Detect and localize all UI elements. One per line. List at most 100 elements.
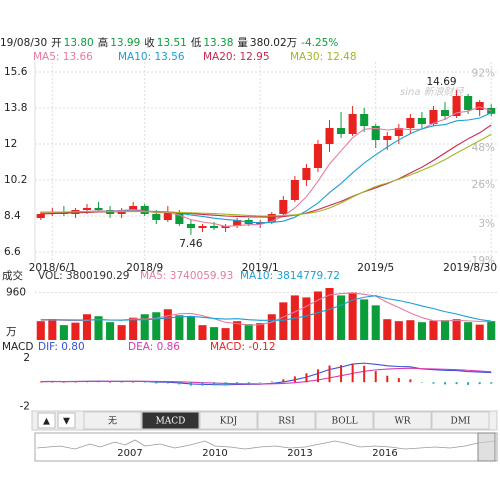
bar <box>117 325 126 340</box>
bar <box>429 320 438 340</box>
bar <box>106 322 115 340</box>
candle-body <box>129 206 138 210</box>
watermark: sina 新浪财经 <box>400 86 465 98</box>
bar <box>305 373 308 383</box>
bar <box>152 312 161 340</box>
arrow-icon[interactable]: ▼ <box>63 417 70 427</box>
candle-body <box>233 220 242 226</box>
bar <box>224 382 227 386</box>
legend-entry: DIF: 0.80 <box>38 341 85 353</box>
bar <box>85 381 88 383</box>
candle-body <box>82 208 92 210</box>
panel-title: MACD <box>2 341 33 353</box>
candle-body <box>429 110 438 124</box>
bar <box>36 321 45 340</box>
tab[interactable] <box>257 411 316 430</box>
navigator-year: 2013 <box>287 448 312 459</box>
arrow-button[interactable] <box>57 412 76 429</box>
quote-label: 高 <box>98 36 109 49</box>
y-tick-label: 2 <box>23 352 30 364</box>
x-tick-label: 2019/5 <box>357 262 394 274</box>
bar <box>452 319 461 340</box>
bar <box>444 382 447 385</box>
bar <box>59 325 68 340</box>
tab-label[interactable]: KDJ <box>220 417 238 427</box>
bar <box>374 371 377 383</box>
candle-body <box>394 128 403 136</box>
quote-value: 13.38 <box>203 37 233 49</box>
y-unit: 万 <box>6 326 17 338</box>
bar <box>129 317 138 340</box>
candle-body <box>186 224 195 228</box>
candle-body <box>209 226 219 228</box>
candle-body <box>337 128 346 134</box>
navigator-handle[interactable] <box>477 432 496 462</box>
bar <box>97 381 100 383</box>
tab-label[interactable]: DMI <box>451 417 471 427</box>
tab[interactable] <box>83 411 142 430</box>
bar <box>213 382 216 386</box>
bar <box>490 382 493 384</box>
tab-label[interactable]: WR <box>394 417 410 427</box>
candle-body <box>175 212 184 224</box>
bar <box>256 323 265 340</box>
arrow-icon[interactable]: ▲ <box>43 417 50 427</box>
candle-body <box>221 226 230 228</box>
low-annotation: 7.46 <box>179 238 203 250</box>
bar <box>455 382 458 385</box>
bar <box>221 328 230 340</box>
arrow-button[interactable] <box>37 412 56 429</box>
bar <box>82 314 92 340</box>
tab-label[interactable]: RSI <box>278 417 295 427</box>
tab[interactable] <box>373 411 432 430</box>
quote-label: 低 <box>191 36 202 49</box>
candle-body <box>36 214 45 218</box>
y-tick-label: 960 <box>6 286 26 298</box>
quote-label: 开 <box>51 37 62 49</box>
candle-body <box>487 108 496 114</box>
tab-label[interactable]: 无 <box>108 416 117 427</box>
bar <box>325 287 334 340</box>
tab[interactable] <box>431 411 490 430</box>
quote-header: 19/08/30 开 13.80 高 13.99 收 13.51 低 13.38 量 380.02万… <box>0 36 338 49</box>
panel-title: 成交 <box>2 269 23 282</box>
bar <box>198 325 207 340</box>
candle-body <box>152 214 161 220</box>
bar <box>420 382 423 383</box>
tab-label[interactable]: BOLL <box>331 417 357 427</box>
tab[interactable] <box>315 411 374 430</box>
tab[interactable] <box>141 411 200 430</box>
bar <box>383 319 392 340</box>
candle-body <box>383 136 392 140</box>
bar <box>282 379 285 383</box>
bar <box>394 321 403 340</box>
bar <box>209 327 219 340</box>
quote-date: 19/08/30 <box>0 37 47 49</box>
navigator-year: 2010 <box>202 448 227 459</box>
candle-body <box>140 206 149 214</box>
y-tick-label: -2 <box>20 400 30 412</box>
tab-label[interactable]: MACD <box>156 417 186 427</box>
bar <box>201 382 204 386</box>
bar <box>475 324 484 340</box>
bar <box>140 314 149 340</box>
bar <box>247 382 250 384</box>
candle-body <box>371 126 380 140</box>
quote-label: 收 <box>144 36 155 49</box>
bar <box>189 382 192 386</box>
bar <box>363 365 366 383</box>
candle-body <box>290 180 299 200</box>
legend-entry: DEA: 0.86 <box>128 341 180 353</box>
bar <box>51 381 54 383</box>
tab[interactable] <box>199 411 258 430</box>
bar <box>348 292 357 340</box>
candle-body <box>417 118 426 124</box>
bar <box>432 382 435 384</box>
quote-label: 量 <box>237 37 248 49</box>
legend-entry: VOL: 3800190.29 <box>38 270 129 282</box>
navigator: 2007 2010 2013 2016 <box>34 432 498 462</box>
bar <box>467 382 470 385</box>
quote-value: 13.99 <box>110 37 140 49</box>
bar <box>316 369 319 383</box>
y-tick-label: 13.8 <box>4 102 27 114</box>
